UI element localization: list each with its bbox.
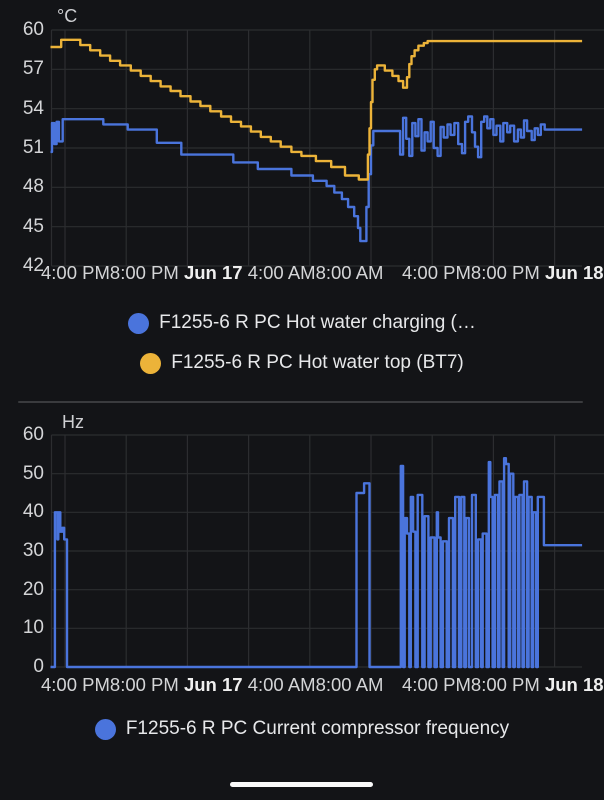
freq-xlabel-date: Jun 18 (544, 674, 604, 695)
freq-ytick-60: 60 (22, 424, 44, 445)
freq-unit-label: Hz (62, 412, 84, 432)
temperature-plot-area[interactable] (51, 30, 604, 266)
freq-ytick-10: 10 (22, 617, 44, 638)
freq-xlabel: 4:00 AM (247, 674, 316, 695)
temp-xlabel: 4:00 AM (247, 262, 316, 283)
temp-xlabel: 8:00 PM (109, 262, 179, 283)
temp-xlabel: 4:00 PM (41, 262, 110, 283)
temp-xlabels-left: 4:00 PM8:00 PM Jun 17 4:00 AM8:00 AM (41, 262, 383, 284)
temp-xlabel: 8:00 PM (470, 262, 540, 283)
legend-dot-orange (140, 352, 162, 374)
legend-item-hot-water-top[interactable]: F1255-6 R PC Hot water top (BT7) (0, 352, 604, 374)
temp-xlabel-date: Jun 18 (544, 262, 604, 283)
temp-xlabel-date: Jun 17 (183, 262, 243, 283)
legend-item-hot-water-charging[interactable]: F1255-6 R PC Hot water charging (… (0, 312, 604, 334)
legend-label: F1255-6 R PC Hot water charging (… (159, 312, 476, 333)
freq-xlabels-left: 4:00 PM8:00 PM Jun 17 4:00 AM8:00 AM (41, 674, 383, 696)
freq-xlabel: 8:00 PM (470, 674, 540, 695)
freq-ytick-20: 20 (22, 579, 44, 600)
freq-xlabel: 8:00 AM (315, 674, 384, 695)
temp-xlabel: 4:00 PM (402, 262, 471, 283)
temp-ytick-54: 54 (22, 98, 44, 119)
legend-dot-blue (128, 312, 150, 334)
legend-item-compressor-frequency[interactable]: F1255-6 R PC Current compressor frequenc… (0, 718, 604, 740)
legend-dot-blue (94, 718, 116, 740)
temp-xlabels-right: 4:00 PM8:00 PM Jun 18 (402, 262, 604, 284)
freq-ytick-30: 30 (22, 540, 44, 561)
temp-ytick-60: 60 (22, 19, 44, 40)
temp-xlabel: 8:00 AM (315, 262, 384, 283)
temp-unit-label: °C (57, 6, 78, 26)
freq-xlabel: 4:00 PM (402, 674, 471, 695)
temp-ytick-57: 57 (22, 58, 44, 79)
freq-ytick-0: 0 (33, 656, 44, 677)
section-divider (18, 401, 583, 403)
temp-ytick-48: 48 (22, 176, 44, 197)
temp-ytick-45: 45 (22, 216, 44, 237)
freq-xlabel-date: Jun 17 (183, 674, 243, 695)
legend-label: F1255-6 R PC Current compressor frequenc… (125, 718, 510, 739)
freq-ytick-50: 50 (22, 463, 44, 484)
frequency-plot-area[interactable] (51, 435, 604, 667)
temp-ytick-51: 51 (22, 137, 44, 158)
freq-ytick-40: 40 (22, 501, 44, 522)
freq-xlabel: 4:00 PM (41, 674, 110, 695)
home-indicator-bar[interactable] (230, 782, 373, 787)
legend-label: F1255-6 R PC Hot water top (BT7) (171, 352, 464, 373)
temp-ytick-42: 42 (22, 255, 44, 276)
freq-xlabels-right: 4:00 PM8:00 PM Jun 18 (402, 674, 604, 696)
freq-xlabel: 8:00 PM (109, 674, 179, 695)
